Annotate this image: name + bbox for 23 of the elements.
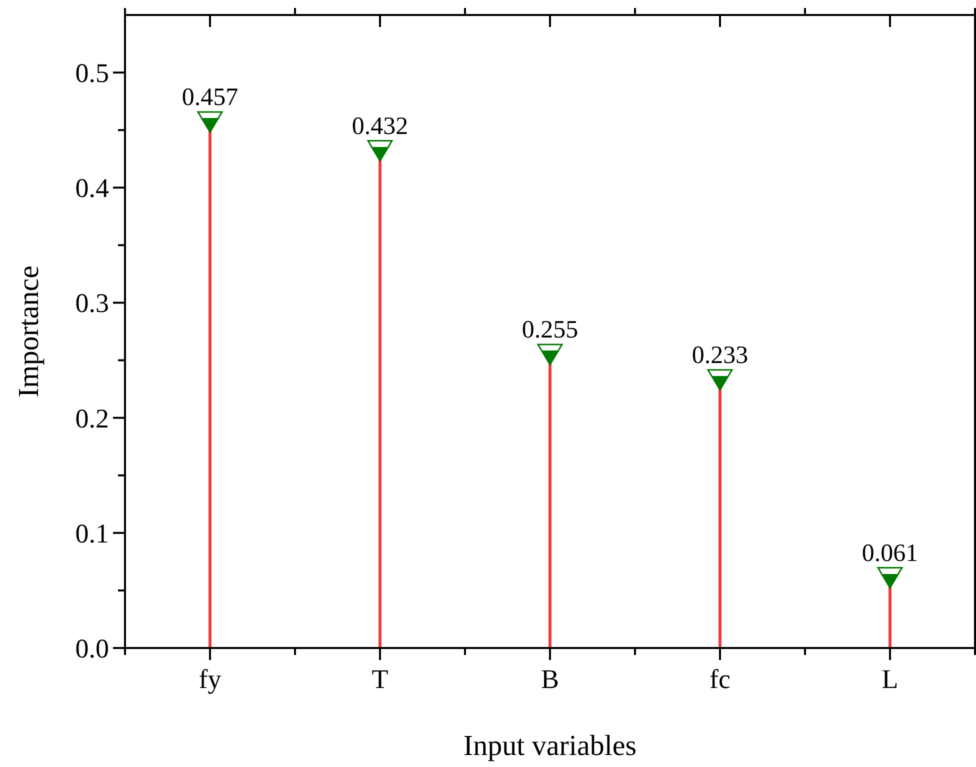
x-tick-label: fy <box>198 664 222 694</box>
y-tick-label: 0.5 <box>75 58 109 88</box>
point <box>367 140 393 162</box>
point <box>707 369 733 391</box>
x-tick-label: B <box>540 664 560 694</box>
point <box>537 344 563 366</box>
data-label: 0.233 <box>692 342 748 369</box>
x-tick-label: L <box>882 664 898 694</box>
y-tick-label: 0.4 <box>75 173 110 204</box>
x-tick-label: T <box>372 664 389 694</box>
y-tick-label: 0.1 <box>75 518 109 548</box>
point <box>877 567 903 589</box>
data-label: 0.255 <box>522 316 578 344</box>
y-tick-label: 0.2 <box>75 403 109 434</box>
data-label: 0.457 <box>182 84 238 112</box>
y-axis-title: Importance <box>13 265 45 398</box>
point <box>197 111 223 133</box>
data-label: 0.432 <box>352 112 408 140</box>
data-label: 0.061 <box>862 540 918 567</box>
y-tick-label: 0.3 <box>75 288 109 318</box>
x-axis-title: Input variables <box>463 730 637 762</box>
x-tick-label: fc <box>710 664 730 694</box>
y-tick-label: 0.0 <box>75 633 109 664</box>
